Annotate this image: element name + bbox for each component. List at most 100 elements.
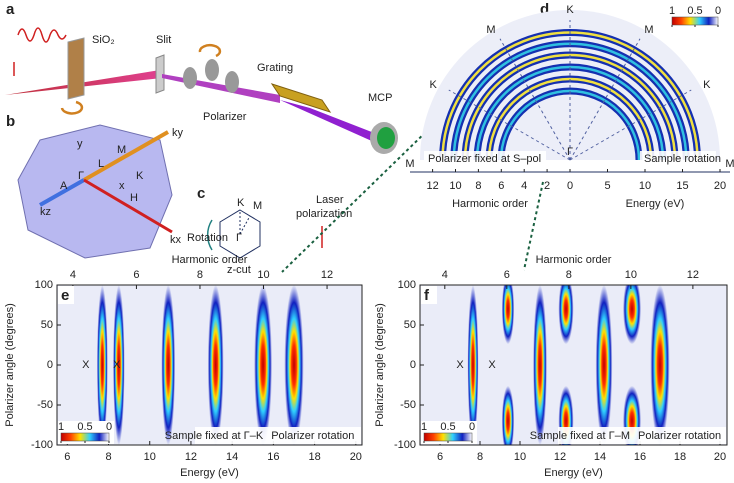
label: ky <box>172 127 184 139</box>
spoke-label: M <box>725 158 734 170</box>
energy-tick-label: 10 <box>639 180 651 192</box>
harmonic-tick-label: 4 <box>521 180 527 192</box>
x-marker: X <box>82 359 90 371</box>
split-peak <box>622 285 642 345</box>
top-tick-label: 12 <box>687 269 699 281</box>
note-box <box>640 151 716 166</box>
label: Grating <box>257 62 293 74</box>
panel-label: f <box>424 287 430 304</box>
heatmap <box>467 285 670 445</box>
y-tick-label: 50 <box>41 319 53 331</box>
x-tick-label: 12 <box>185 451 197 463</box>
top-tick-label: 8 <box>197 269 203 281</box>
heatmap <box>96 285 304 445</box>
harmonic-tick-label: 2 <box>544 180 550 192</box>
x-marker: X <box>488 359 496 371</box>
ky-axis <box>83 130 169 182</box>
slit <box>155 54 165 94</box>
x-tick-label: 10 <box>514 451 526 463</box>
x-tick-label: 8 <box>105 451 111 463</box>
y-tick-label: -100 <box>31 439 53 451</box>
x-tick-label: 12 <box>554 451 566 463</box>
top-tick-label: 8 <box>566 269 572 281</box>
x-marker: X <box>456 359 464 371</box>
x-tick-label: 14 <box>594 451 606 463</box>
panel-d: d M K M K M K M Γ Polarizer fixed at S–pol Sample… <box>405 1 734 210</box>
spoke <box>499 38 571 161</box>
label: x <box>119 180 125 192</box>
panel-label: d <box>540 1 549 18</box>
split-peak <box>501 285 515 345</box>
x-tick-label: 18 <box>674 451 686 463</box>
panel-e: 6 8 10 12 14 16 18 204 6 8 10 12-100-50050100Harmon… <box>4 254 363 479</box>
mirror <box>205 59 219 81</box>
y-tick-label: 50 <box>404 319 416 331</box>
peak <box>595 285 613 445</box>
top-title: Harmonic order <box>172 254 248 266</box>
y-tick-label: 100 <box>398 279 416 291</box>
colorbar-tick-label: 0 <box>469 421 475 433</box>
spoke-label: M <box>405 158 414 170</box>
kx-axis <box>83 178 173 234</box>
colorbar-tick-label: 0.5 <box>687 5 702 17</box>
label: Polarizer <box>203 111 247 123</box>
peak <box>112 285 125 445</box>
panel-c: c K M Γ Rotation z-cut Laser polarizatio… <box>187 185 352 276</box>
mirror <box>183 67 197 89</box>
y-tick-label: 0 <box>47 359 53 371</box>
x-tick-label: 20 <box>350 451 362 463</box>
note-box <box>424 151 546 166</box>
label: kz <box>40 206 51 218</box>
label: MCP <box>368 92 392 104</box>
x-tick-label: 20 <box>714 451 726 463</box>
top-title: Harmonic order <box>536 254 612 266</box>
spoke-label: K <box>566 4 574 16</box>
panel-f: 6 8 10 12 14 16 18 204 6 8 10 12-100-50050100Harmon… <box>374 254 728 479</box>
colorbar <box>671 16 719 26</box>
x-tick-label: 10 <box>144 451 156 463</box>
colorbar-tick-label: 1 <box>669 5 675 17</box>
split-peak <box>558 285 574 345</box>
x-marker: X <box>113 359 121 371</box>
spoke-label: K <box>429 79 437 91</box>
connector <box>281 127 431 273</box>
label: A <box>60 180 68 192</box>
x-title: Energy (eV) <box>180 467 239 479</box>
grating <box>270 83 332 113</box>
split-peak <box>622 385 642 445</box>
y-title: Polarizer angle (degrees) <box>374 303 386 427</box>
spoke <box>569 38 641 161</box>
label: polarization <box>296 208 352 220</box>
y-tick-label: -50 <box>37 399 53 411</box>
y-tick-label: -50 <box>400 399 416 411</box>
colorbar-tick-label: 0 <box>715 5 721 17</box>
top-tick-label: 4 <box>442 269 448 281</box>
peak <box>254 285 273 445</box>
spoke-label: M <box>644 24 653 36</box>
axis-title: Energy (eV) <box>626 198 685 210</box>
colorbar-tick-label: 0 <box>106 421 112 433</box>
spoke <box>448 89 571 161</box>
panel-label: a <box>6 1 15 18</box>
harmonic-tick-label: 10 <box>449 180 461 192</box>
x-tick-label: 6 <box>437 451 443 463</box>
top-tick-label: 10 <box>257 269 269 281</box>
x-tick-label: 18 <box>308 451 320 463</box>
note: Polarizer rotation <box>271 430 354 442</box>
x-tick-label: 16 <box>634 451 646 463</box>
beam <box>162 74 280 103</box>
rotation-arrow <box>198 44 222 58</box>
spoke <box>569 89 692 161</box>
peak <box>207 285 224 445</box>
colorbar-tick-label: 1 <box>421 421 427 433</box>
label: Laser <box>316 194 344 206</box>
colorbar-tick-label: 0.5 <box>440 421 455 433</box>
label: K <box>237 197 245 209</box>
spoke <box>239 215 251 235</box>
mirror <box>225 71 239 93</box>
panel-label: b <box>6 113 15 130</box>
harmonic-tick-label: 0 <box>567 180 573 192</box>
y-title: Polarizer angle (degrees) <box>4 303 16 427</box>
colorbar-tick-label: 0.5 <box>77 421 92 433</box>
mcp-screen <box>377 127 395 149</box>
